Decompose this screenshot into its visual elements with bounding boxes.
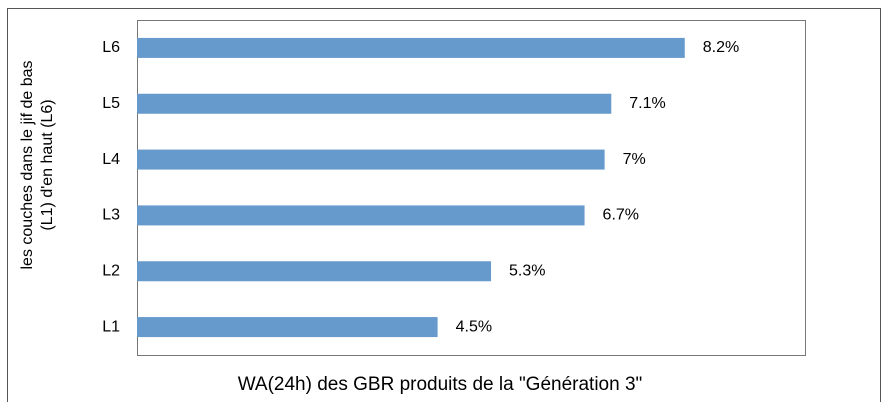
x-axis-label: WA(24h) des GBR produits de la "Générati… (238, 374, 643, 395)
data-label: 6.7% (603, 207, 639, 224)
chart-frame (7, 8, 881, 402)
y-axis-label-line: (L1) d'en haut (L6) (39, 99, 56, 230)
bar (137, 205, 585, 226)
y-tick-label: L4 (102, 151, 120, 168)
data-label: 7% (623, 151, 646, 168)
data-label: 4.5% (456, 318, 492, 335)
bar (137, 37, 685, 58)
data-label: 7.1% (629, 95, 665, 112)
bar (137, 93, 612, 114)
y-axis-label: les couches dans le jif de bas (L1) d'en… (19, 60, 56, 269)
bar (137, 317, 438, 338)
data-label: 5.3% (509, 262, 545, 279)
plot-area (137, 20, 806, 356)
y-tick-label: L5 (102, 95, 120, 112)
y-tick-label: L6 (102, 39, 120, 56)
bar (137, 149, 605, 170)
y-tick-label: L1 (102, 318, 120, 335)
data-label: 8.2% (703, 39, 739, 56)
y-axis-label-line: les couches dans le jif de bas (19, 60, 36, 269)
y-tick-label: L3 (102, 207, 120, 224)
bar (137, 261, 492, 282)
y-tick-label: L2 (102, 262, 120, 279)
